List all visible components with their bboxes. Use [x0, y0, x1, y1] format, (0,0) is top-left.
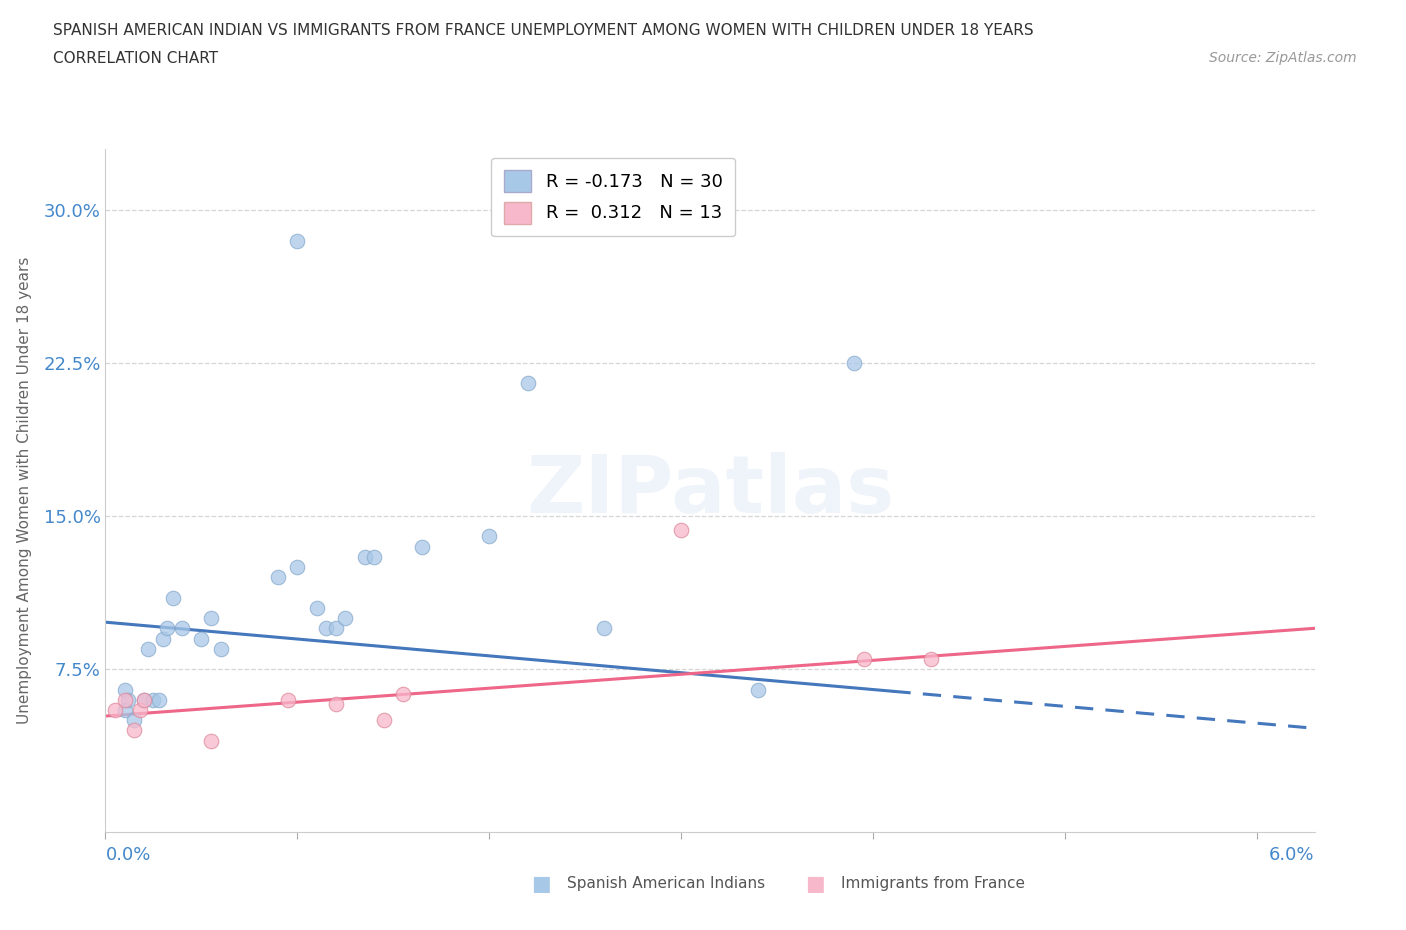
Point — [132, 692, 155, 707]
Point — [363, 550, 385, 565]
Point — [122, 712, 145, 727]
Text: SPANISH AMERICAN INDIAN VS IMMIGRANTS FROM FRANCE UNEMPLOYMENT AMONG WOMEN WITH : SPANISH AMERICAN INDIAN VS IMMIGRANTS FR… — [53, 23, 1033, 38]
Point — [411, 539, 433, 554]
Point — [114, 702, 136, 717]
Point — [129, 702, 152, 717]
Point — [287, 560, 309, 575]
Text: ■: ■ — [806, 873, 825, 894]
Point — [353, 550, 375, 565]
Point — [114, 682, 136, 697]
Point — [671, 523, 693, 538]
Point — [200, 733, 222, 748]
Point — [172, 621, 194, 636]
Point — [136, 642, 159, 657]
Point — [152, 631, 174, 646]
Point — [287, 233, 309, 248]
Point — [114, 692, 136, 707]
Point — [593, 621, 616, 636]
Point — [122, 723, 145, 737]
Point — [315, 621, 337, 636]
Point — [842, 355, 865, 370]
Point — [277, 692, 299, 707]
Point — [148, 692, 170, 707]
Point — [209, 642, 232, 657]
Text: 6.0%: 6.0% — [1270, 846, 1315, 864]
Text: 0.0%: 0.0% — [105, 846, 150, 864]
Point — [162, 591, 184, 605]
Point — [200, 611, 222, 626]
Point — [920, 652, 942, 667]
Y-axis label: Unemployment Among Women with Children Under 18 years: Unemployment Among Women with Children U… — [17, 257, 32, 724]
Text: ZIPatlas: ZIPatlas — [526, 452, 894, 529]
Point — [325, 621, 347, 636]
Legend: R = -0.173   N = 30, R =  0.312   N = 13: R = -0.173 N = 30, R = 0.312 N = 13 — [492, 158, 735, 236]
Point — [190, 631, 212, 646]
Point — [305, 601, 328, 616]
Text: Immigrants from France: Immigrants from France — [841, 876, 1025, 891]
Point — [392, 686, 415, 701]
Point — [325, 697, 347, 711]
Text: ■: ■ — [531, 873, 551, 894]
Text: Spanish American Indians: Spanish American Indians — [567, 876, 765, 891]
Point — [142, 692, 165, 707]
Point — [267, 570, 290, 585]
Point — [852, 652, 875, 667]
Point — [117, 692, 139, 707]
Point — [104, 702, 127, 717]
Point — [156, 621, 179, 636]
Text: CORRELATION CHART: CORRELATION CHART — [53, 51, 218, 66]
Text: Source: ZipAtlas.com: Source: ZipAtlas.com — [1209, 51, 1357, 65]
Point — [373, 712, 395, 727]
Point — [478, 529, 501, 544]
Point — [132, 692, 155, 707]
Point — [335, 611, 357, 626]
Point — [747, 682, 769, 697]
Point — [516, 376, 538, 391]
